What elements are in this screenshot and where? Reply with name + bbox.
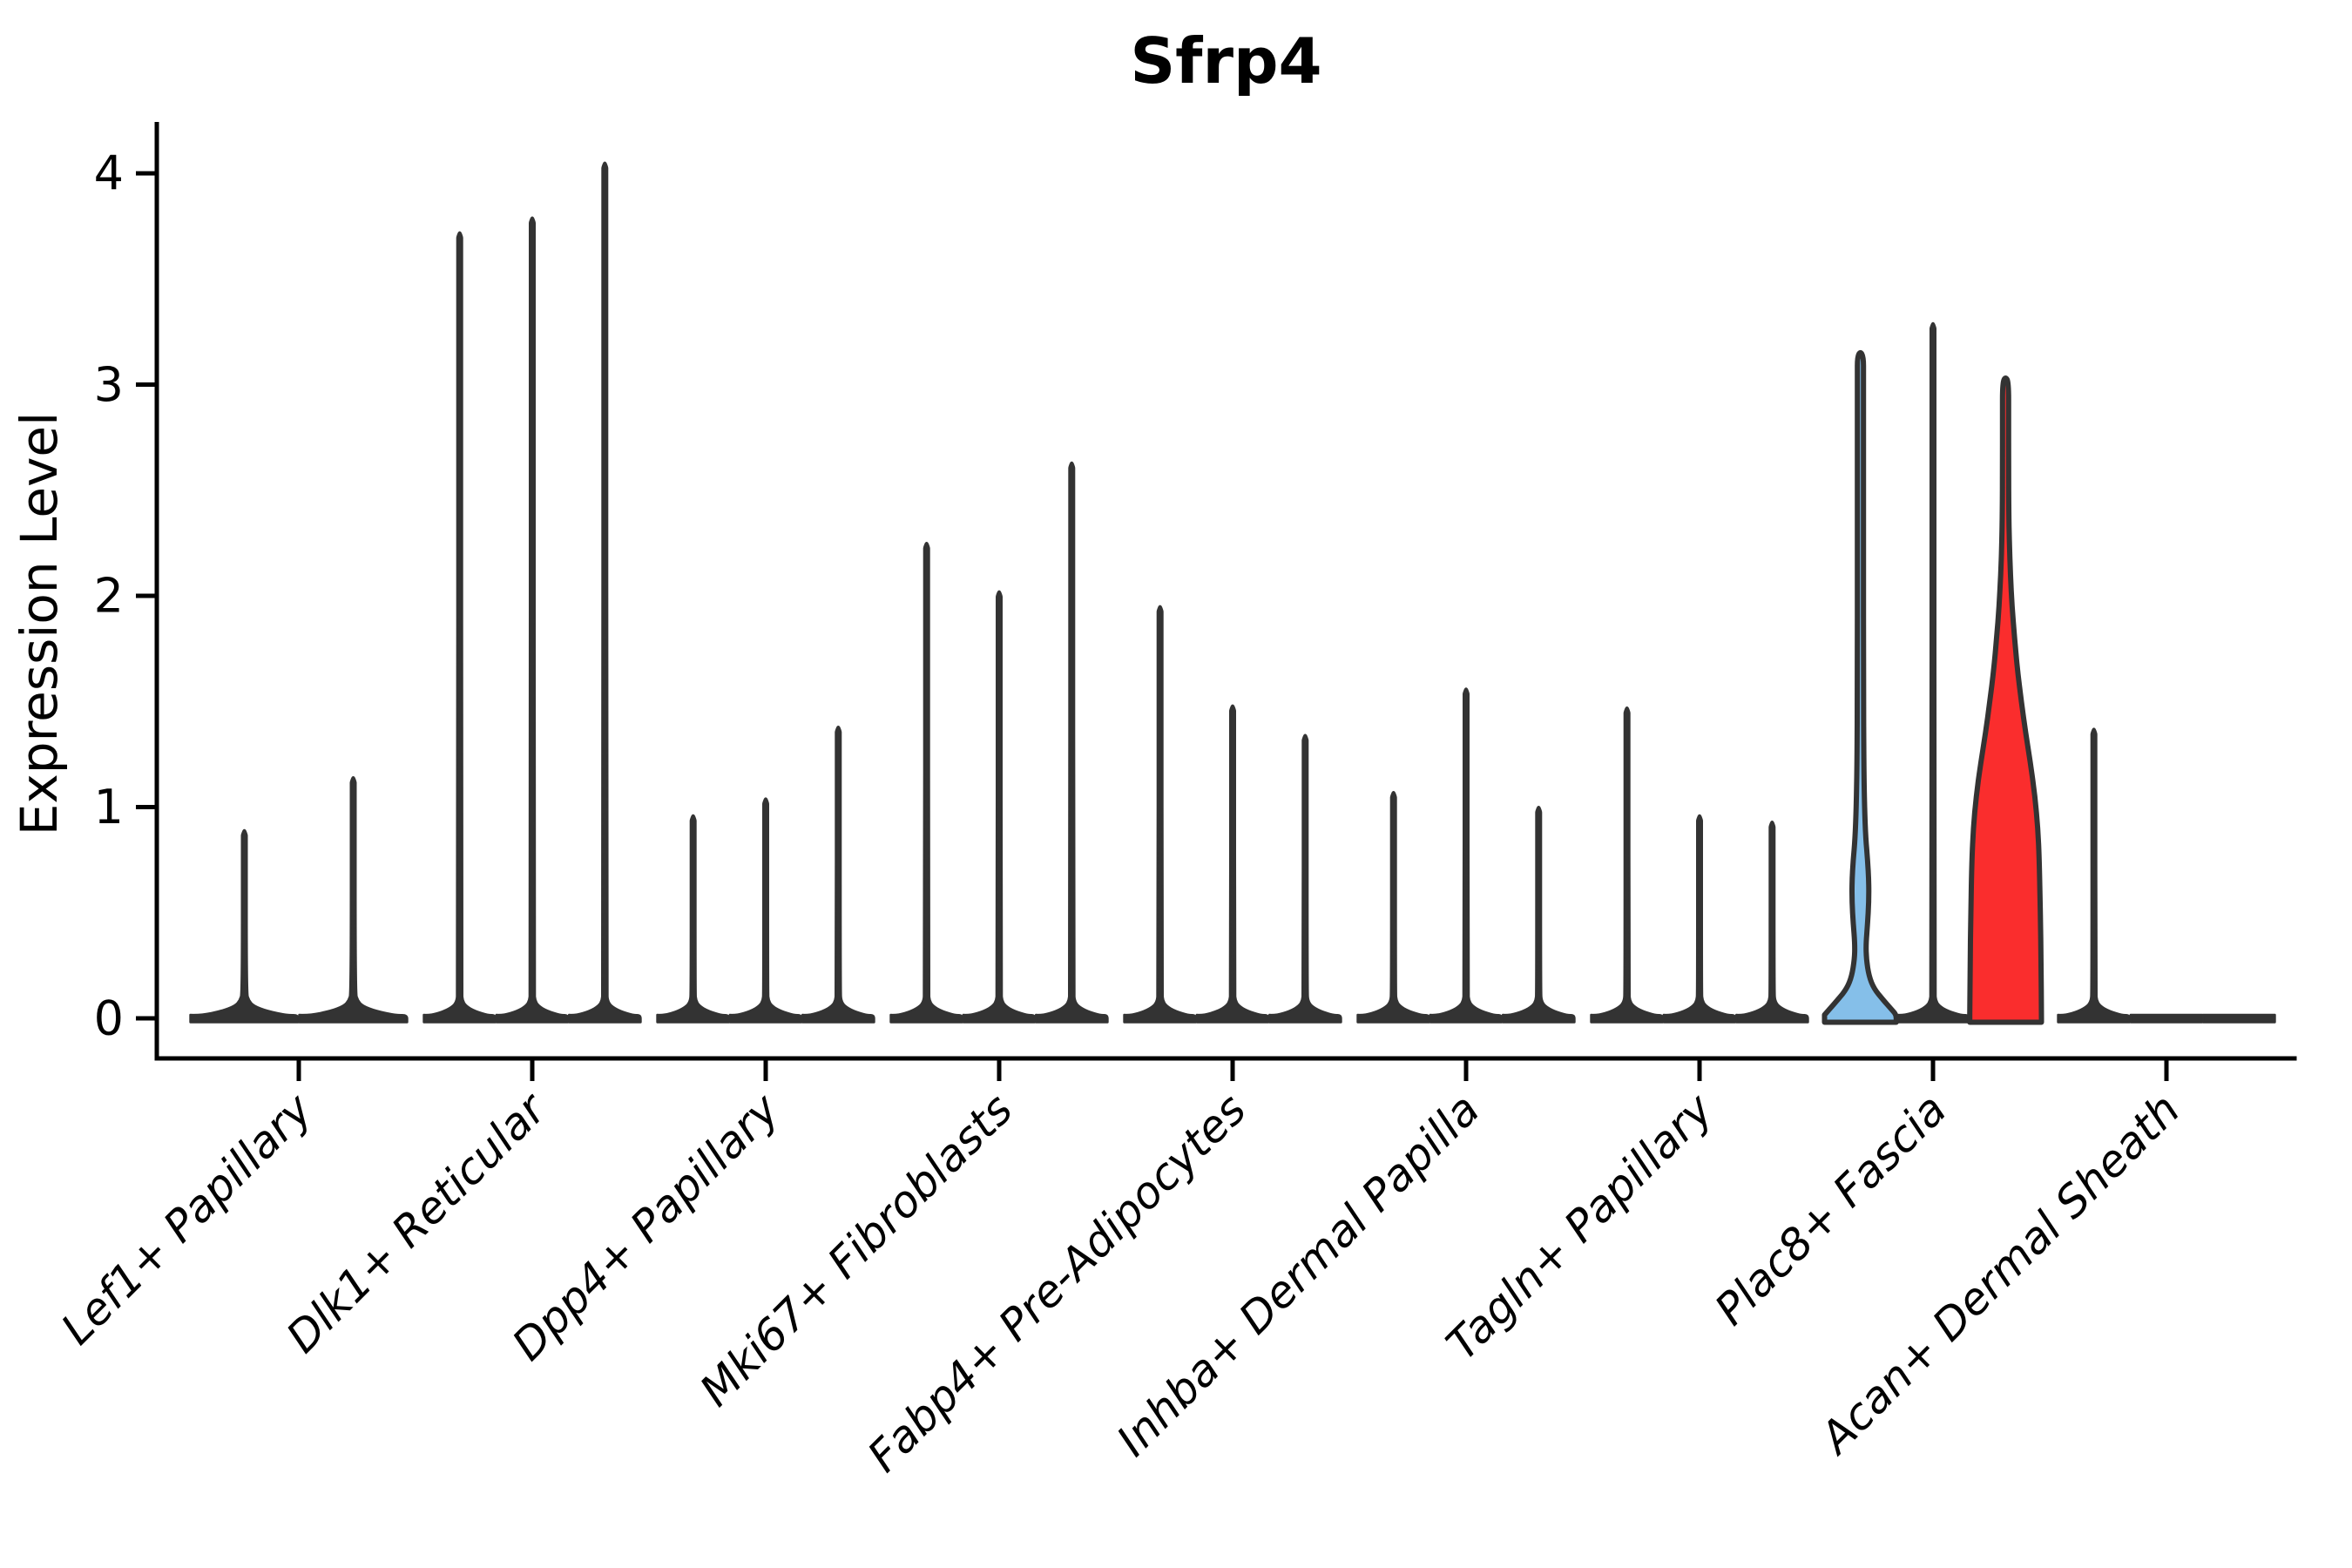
violin-2-1 — [728, 797, 803, 1024]
axis-spines — [154, 122, 2297, 1061]
chart-title: Sfrp4 — [1130, 24, 1322, 98]
violin-5-1 — [1429, 687, 1504, 1024]
violin-6-0 — [1590, 706, 1664, 1024]
violin-2-2 — [801, 726, 875, 1024]
y-tick-label: 4 — [94, 146, 124, 201]
x-tick-label: Fabp4+ Pre-Adipocytes — [858, 1084, 1256, 1482]
y-tick-label: 3 — [94, 357, 124, 412]
violin-4-0 — [1123, 605, 1197, 1024]
violin-8-0 — [2057, 727, 2131, 1024]
violin-1-2 — [568, 161, 642, 1024]
y-tick-label: 1 — [94, 780, 124, 835]
violin-6-2 — [1735, 821, 1809, 1024]
x-tick-label: Plac8+ Fascia — [1706, 1084, 1957, 1335]
violin-3-0 — [889, 542, 963, 1024]
x-tick-label: Lef1+ Papillary — [51, 1083, 322, 1354]
violin-0-0 — [189, 828, 300, 1024]
violin-7-0 — [1821, 349, 1899, 1025]
violin-3-1 — [962, 590, 1037, 1024]
y-tick-label: 2 — [94, 569, 124, 624]
violin-2-0 — [656, 814, 730, 1024]
violin-6-1 — [1662, 814, 1737, 1024]
violin-7-1 — [1896, 321, 1970, 1024]
violin-0-1 — [298, 776, 409, 1024]
violin-1-0 — [422, 231, 497, 1024]
violin-7-2 — [1967, 375, 2044, 1025]
violin-5-2 — [1502, 806, 1576, 1024]
violin-3-2 — [1035, 461, 1109, 1024]
violin-1-1 — [495, 216, 570, 1024]
violin-5-0 — [1356, 791, 1430, 1024]
violin-4-2 — [1268, 733, 1342, 1024]
violin-8-1 — [2129, 1013, 2204, 1024]
y-tick-label: 0 — [94, 991, 124, 1046]
violin-4-1 — [1195, 704, 1270, 1024]
violin-8-2 — [2201, 1013, 2276, 1024]
x-tick-label: Dlk1+ Reticular — [277, 1082, 558, 1362]
